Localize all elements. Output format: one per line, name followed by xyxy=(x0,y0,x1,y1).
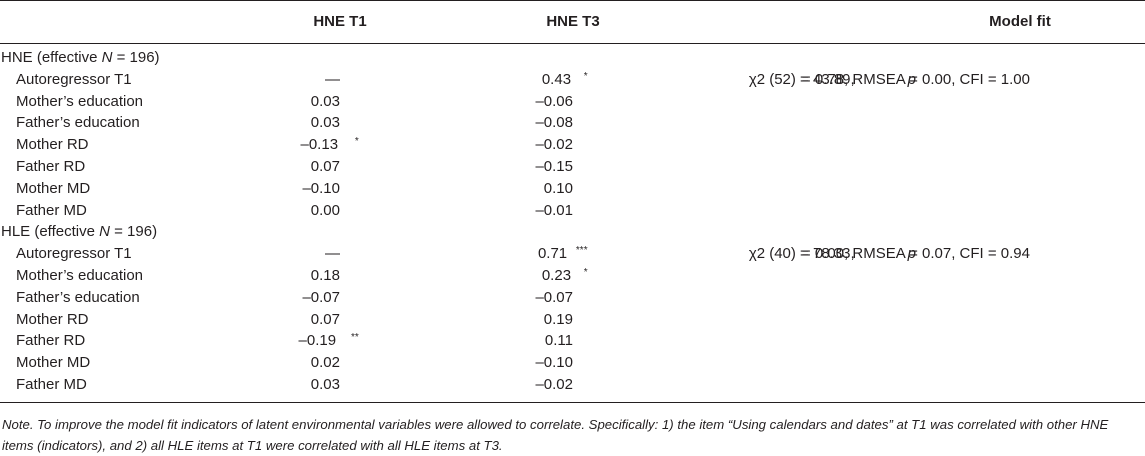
section-title-row: HNE (effective N = 196) xyxy=(0,47,1145,69)
hne-t1-value: — xyxy=(325,70,340,88)
row-label: Autoregressor T1 xyxy=(16,70,132,88)
hne-t1-value: –0.07 xyxy=(302,288,340,306)
table-row: Mother RD 0.07 0.19 xyxy=(0,309,1145,331)
table-row: Mother MD 0.02 –0.10 xyxy=(0,352,1145,374)
model-fit-value: χ2 (40) = 78.33, p = 0.00, RMSEA = 0.07,… xyxy=(748,245,1030,263)
row-label: Father MD xyxy=(16,375,87,393)
hne-t1-value: 0.03 xyxy=(310,114,340,132)
row-label: Autoregressor T1 xyxy=(16,245,132,263)
row-label: Father MD xyxy=(16,201,87,219)
table-row: Mother’s education 0.18 0.23 * xyxy=(0,265,1145,287)
hne-t1-value: 0.07 xyxy=(310,310,340,328)
row-label: Mother RD xyxy=(16,136,89,154)
table-note: Note. To improve the model fit indicator… xyxy=(2,416,1109,453)
table-row: Mother MD –0.10 0.10 xyxy=(0,178,1145,200)
hne-t1-value: –0.10 xyxy=(302,179,340,197)
row-label: Mother’s education xyxy=(16,92,144,110)
header-model-fit: Model fit xyxy=(989,13,1051,30)
table-row: Father’s education 0.03 –0.08 xyxy=(0,112,1145,134)
hne-t1-value: — xyxy=(325,245,340,263)
hne-t3-value: –0.07 xyxy=(535,288,573,306)
hne-t3-value: 0.71 *** xyxy=(537,245,588,263)
section-title-row: HLE (effective N = 196) xyxy=(0,221,1145,243)
hne-t3-value: –0.10 xyxy=(535,354,573,372)
row-label: Father RD xyxy=(16,332,86,350)
model-fit-value: χ2 (52) = 43.89, p = 0.78, RMSEA = 0.00,… xyxy=(748,70,1030,88)
hne-t3-value: 0.19 xyxy=(543,310,573,328)
row-label: Mother MD xyxy=(16,354,91,372)
table-bottom-rule xyxy=(0,401,1145,403)
hne-t3-value: –0.01 xyxy=(535,201,573,219)
table-row: Father RD 0.07 –0.15 xyxy=(0,156,1145,178)
hne-t3-value: –0.15 xyxy=(535,157,573,175)
table-body: HNE (effective N = 196) Autoregressor T1 —… xyxy=(0,44,1145,402)
hne-t1-value: 0.03 xyxy=(310,375,340,393)
hne-t1-value: 0.07 xyxy=(310,157,340,175)
table-row: Mother RD –0.13 * –0.02 xyxy=(0,134,1145,156)
hne-t1-value: –0.13 * xyxy=(300,136,359,154)
table-row: Father’s education –0.07 –0.07 xyxy=(0,287,1145,309)
hne-t3-value: –0.02 xyxy=(535,375,573,393)
table-header-rule xyxy=(0,43,1145,44)
row-label: Father’s education xyxy=(16,288,140,306)
hne-t3-value: 0.43 * xyxy=(541,70,588,88)
hne-t1-value: –0.19 ** xyxy=(298,332,359,350)
table-row: Father MD 0.00 –0.01 xyxy=(0,200,1145,222)
section-title: HLE (effective N = 196) xyxy=(1,223,158,241)
row-label: Father RD xyxy=(16,157,86,175)
hne-t3-value: 0.23 * xyxy=(541,266,588,284)
hne-t1-value: 0.02 xyxy=(310,354,340,372)
hne-t1-value: 0.00 xyxy=(310,201,340,219)
section-title: HNE (effective N = 196) xyxy=(1,49,160,66)
hne-t3-value: –0.08 xyxy=(535,114,573,132)
row-label: Mother RD xyxy=(16,310,89,328)
row-label: Mother MD xyxy=(16,179,91,197)
header-hne-t1: HNE T1 xyxy=(313,13,367,30)
hne-t3-value: –0.02 xyxy=(535,136,573,154)
row-label: Mother’s education xyxy=(16,266,144,284)
table-top-rule xyxy=(0,0,1145,1)
row-label: Father’s education xyxy=(16,114,140,132)
hne-t3-value: 0.11 xyxy=(544,332,573,350)
hne-t3-value: 0.10 xyxy=(543,179,573,197)
header-hne-t3: HNE T3 xyxy=(546,13,600,30)
table-row: Autoregressor T1 — 0.71 *** χ2 (40) = 78.33,… xyxy=(0,243,1145,265)
table-header-row: HNE T1 HNE T3 Model fit xyxy=(0,1,1145,43)
table-row: Father MD 0.03 –0.02 xyxy=(0,374,1145,396)
table-row: Mother’s education 0.03 –0.06 xyxy=(0,91,1145,113)
table-row: Autoregressor T1 — 0.43 * χ2 (52) = 43.89, p… xyxy=(0,69,1145,91)
hne-t3-value: –0.06 xyxy=(535,92,573,110)
hne-t1-value: 0.03 xyxy=(310,92,340,110)
table-row: Father RD –0.19 ** 0.11 xyxy=(0,330,1145,352)
hne-t1-value: 0.18 xyxy=(310,266,340,284)
